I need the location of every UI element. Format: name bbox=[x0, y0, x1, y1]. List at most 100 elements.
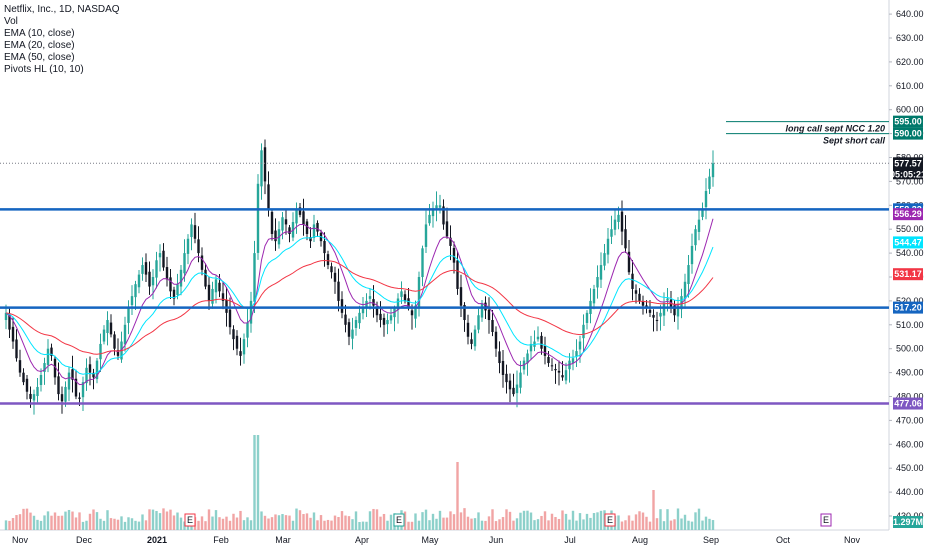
candle-body bbox=[88, 364, 92, 373]
candle-body bbox=[144, 262, 148, 275]
volume-bar bbox=[158, 513, 162, 530]
candle-body bbox=[204, 269, 207, 287]
candle-body bbox=[298, 207, 302, 215]
volume-bar bbox=[571, 510, 575, 530]
candle-body bbox=[148, 271, 151, 287]
volume-bar bbox=[127, 517, 130, 530]
price-tag bbox=[893, 268, 923, 281]
volume-bar bbox=[438, 510, 442, 530]
candle-body bbox=[473, 329, 477, 347]
earnings-marker[interactable] bbox=[393, 513, 405, 527]
candle-body bbox=[582, 324, 585, 339]
volume-bar bbox=[92, 509, 95, 530]
volume-bar bbox=[197, 520, 200, 530]
price-tag-label: 556.29 bbox=[894, 209, 922, 219]
candle-body bbox=[53, 358, 57, 378]
volume-bar bbox=[347, 516, 351, 530]
candle-body bbox=[260, 150, 263, 187]
earnings-marker[interactable] bbox=[184, 513, 196, 527]
candle-body bbox=[221, 293, 225, 301]
candle-body bbox=[386, 320, 389, 325]
volume-bar bbox=[386, 520, 389, 530]
candle-body bbox=[547, 356, 550, 364]
volume-bar bbox=[673, 519, 676, 530]
candle-body bbox=[197, 239, 200, 254]
volume-bar bbox=[445, 517, 449, 530]
candle-body bbox=[648, 309, 652, 313]
candle-body bbox=[543, 345, 547, 356]
candle-body bbox=[232, 329, 235, 340]
candle-body bbox=[596, 277, 599, 288]
volume-bar bbox=[540, 515, 543, 530]
legend-study-vol[interactable]: Vol bbox=[4, 16, 18, 27]
candle-body bbox=[246, 322, 249, 338]
candle-body bbox=[85, 367, 88, 384]
candle-body bbox=[102, 329, 106, 342]
earnings-marker[interactable] bbox=[820, 513, 832, 527]
candle-body bbox=[29, 393, 32, 399]
volume-bar bbox=[176, 512, 179, 530]
volume-bar bbox=[316, 520, 319, 530]
volume-bar bbox=[666, 509, 669, 530]
candle-body bbox=[200, 255, 204, 270]
volume-bar bbox=[414, 513, 417, 530]
price-tag-label: 577.57 bbox=[894, 158, 922, 168]
volume-bar bbox=[267, 518, 270, 530]
volume-bar bbox=[421, 512, 424, 530]
candle-body bbox=[659, 312, 662, 317]
candle-body bbox=[193, 225, 197, 239]
candle-body bbox=[529, 343, 533, 352]
volume-bar bbox=[533, 520, 536, 530]
volume-bar bbox=[645, 516, 648, 530]
volume-bar bbox=[575, 520, 578, 530]
candle-body bbox=[662, 303, 666, 316]
volume-bar bbox=[508, 511, 512, 530]
legend-study-ema10[interactable]: EMA (10, close) bbox=[4, 28, 75, 39]
candle-body bbox=[431, 210, 435, 217]
volume-bar bbox=[162, 508, 165, 530]
volume-tag bbox=[893, 516, 923, 528]
candle-body bbox=[708, 176, 711, 189]
candle-body bbox=[158, 253, 162, 258]
volume-bar bbox=[148, 509, 151, 530]
y-tick-label: 440.00 bbox=[896, 487, 924, 497]
volume-bar bbox=[487, 516, 491, 530]
candle-body bbox=[372, 299, 375, 306]
volume-bar bbox=[424, 509, 428, 530]
volume-bar bbox=[141, 514, 144, 530]
legend-study-ema50[interactable]: EMA (50, close) bbox=[4, 52, 75, 63]
volume-bar bbox=[309, 517, 312, 530]
candle-body bbox=[8, 314, 11, 330]
volume-bar bbox=[365, 521, 368, 530]
volume-bar bbox=[354, 511, 358, 530]
y-tick-label: 480.00 bbox=[896, 392, 924, 402]
candle-body bbox=[4, 312, 8, 321]
y-tick-label: 570.00 bbox=[896, 176, 924, 186]
candle-body bbox=[81, 382, 85, 398]
candle-body bbox=[323, 240, 326, 254]
candle-body bbox=[67, 372, 71, 390]
legend-study-pivots[interactable]: Pivots HL (10, 10) bbox=[4, 64, 84, 75]
candle-body bbox=[655, 319, 659, 321]
candle-body bbox=[284, 219, 288, 225]
candle-body bbox=[305, 221, 309, 234]
candle-body bbox=[403, 294, 407, 301]
candle-body bbox=[218, 282, 221, 292]
x-tick-label: Mar bbox=[275, 535, 291, 545]
x-tick-label: Aug bbox=[632, 535, 648, 545]
volume-bar bbox=[116, 519, 120, 530]
candle-body bbox=[704, 190, 708, 208]
candle-body bbox=[498, 351, 501, 364]
volume-bar bbox=[592, 513, 596, 530]
volume-bar bbox=[288, 515, 291, 530]
volume-bar bbox=[470, 518, 473, 530]
candle-body bbox=[683, 281, 687, 299]
volume-bar bbox=[634, 514, 638, 530]
candle-body bbox=[228, 309, 232, 328]
ema20-line bbox=[5, 235, 714, 375]
earnings-marker[interactable] bbox=[604, 513, 616, 527]
legend-title[interactable]: Netflix, Inc., 1D, NASDAQ bbox=[4, 4, 120, 15]
candle-body bbox=[676, 305, 680, 317]
legend-study-ema20[interactable]: EMA (20, close) bbox=[4, 40, 75, 51]
